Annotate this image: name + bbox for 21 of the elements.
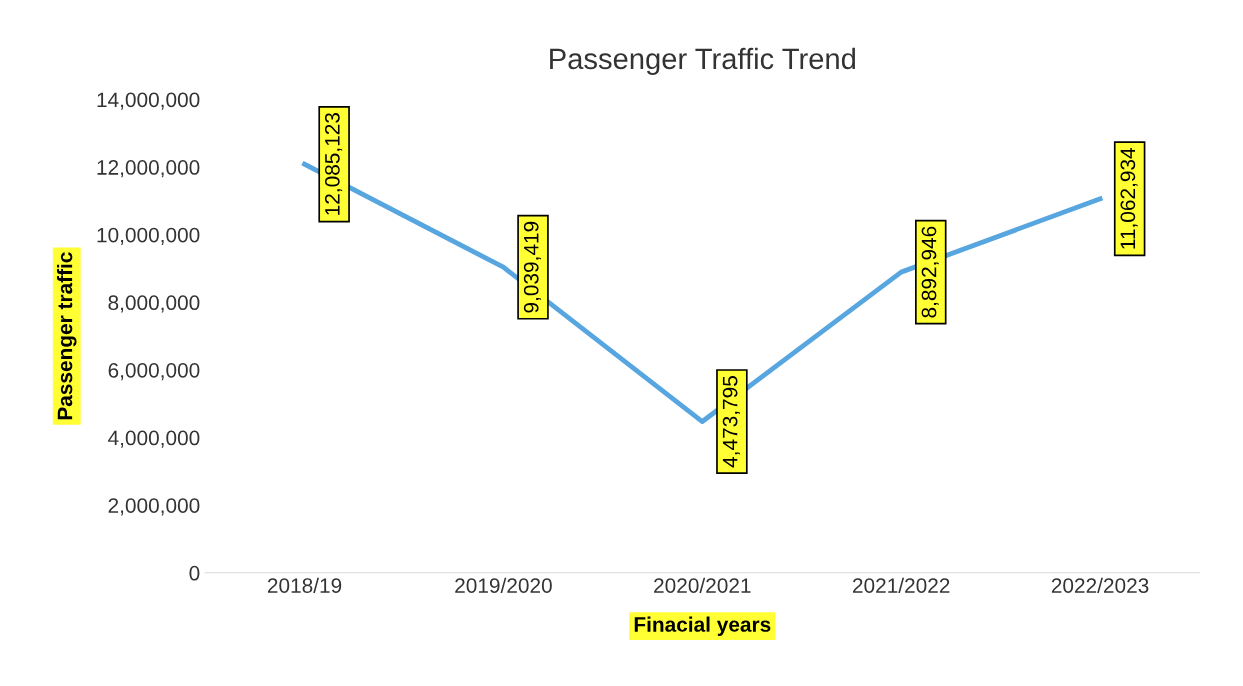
text: 4,473,795 — [722, 376, 740, 468]
text: 8,892,946 — [921, 226, 939, 318]
y-tick-label: 12,000,000 — [97, 160, 200, 178]
chart-title: Passenger Traffic Trend — [550, 47, 855, 75]
text: 9,039,419 — [523, 221, 542, 313]
y-tick-label: 4,000,000 — [108, 430, 200, 448]
y-tick-label: 2,000,000 — [108, 498, 200, 516]
y-tick-label: 8,000,000 — [108, 295, 200, 313]
y-tick-label: 6,000,000 — [108, 362, 200, 381]
y-axis-title: Passenger traffic — [57, 252, 77, 420]
text: 11,062,934 — [1120, 148, 1138, 249]
x-tick-label: 2018/19 — [267, 577, 342, 593]
x-tick-label: 2019/2020 — [455, 577, 552, 593]
x-tick-label: 2022/2023 — [1051, 577, 1149, 593]
text: 12,085,123 — [324, 112, 343, 215]
x-tick-label: 2020/2021 — [654, 577, 751, 593]
x-axis-title: Finacial years — [634, 616, 771, 636]
y-tick-label: 0 — [189, 565, 200, 581]
x-tick-label: 2021/2022 — [852, 577, 950, 593]
y-tick-label: 10,000,000 — [97, 227, 200, 245]
y-tick-label: 14,000,000 — [97, 92, 200, 110]
